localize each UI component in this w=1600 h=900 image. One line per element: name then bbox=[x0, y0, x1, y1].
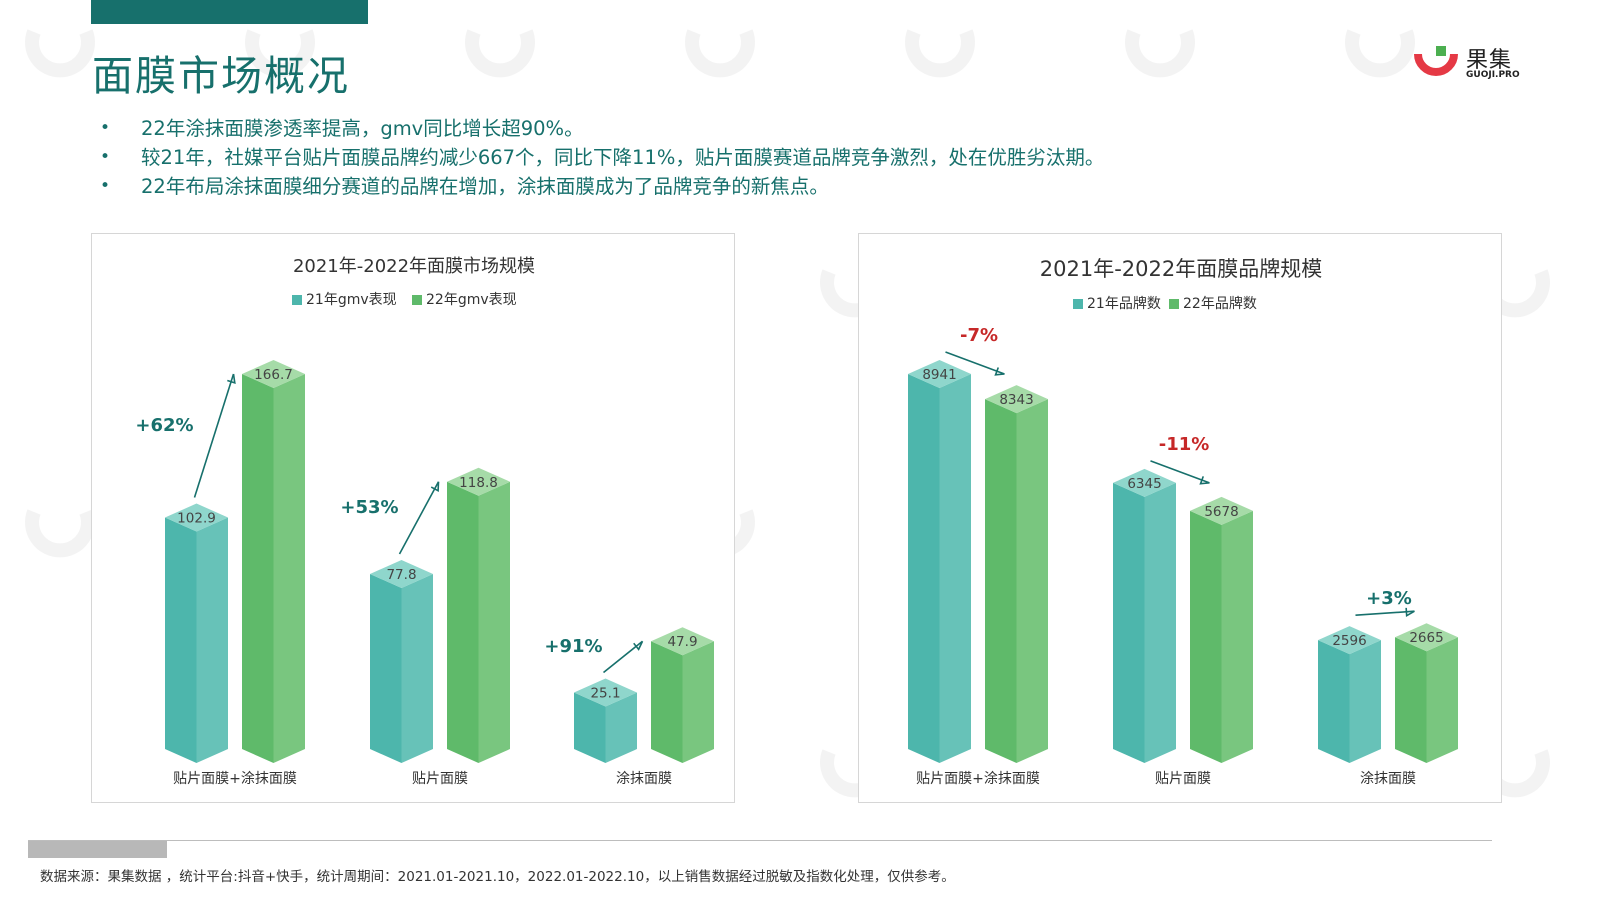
change-arrow-line bbox=[945, 351, 1005, 375]
change-arrow-line bbox=[398, 481, 440, 555]
watermark-mark bbox=[1345, 29, 1415, 78]
change-arrow-head bbox=[227, 373, 236, 385]
change-arrow-head bbox=[1199, 476, 1210, 485]
legend-swatch bbox=[292, 295, 302, 305]
change-label: +62% bbox=[135, 415, 193, 436]
gmv-chart: 2021年-2022年面膜市场规模 21年gmv表现 22年gmv表现 102.9 16… bbox=[135, 256, 714, 787]
bar-0-1-0 bbox=[242, 360, 305, 763]
logo-text: 果集 bbox=[1466, 48, 1513, 73]
bar-value-label: 8941 bbox=[922, 367, 956, 383]
change-arrow-line bbox=[1355, 610, 1415, 617]
bar-1-1-1 bbox=[1190, 496, 1253, 763]
bar-1-0-2 bbox=[1318, 626, 1381, 763]
bar-0-0-1 bbox=[370, 559, 433, 763]
bar-value-label: 2665 bbox=[1409, 630, 1443, 646]
category-label: 涂抹面膜 bbox=[1360, 771, 1416, 787]
bar-1-1-2 bbox=[1395, 623, 1458, 763]
bar-0-0-0 bbox=[165, 503, 228, 763]
chart-title: 2021年-2022年面膜市场规模 bbox=[293, 256, 535, 277]
page-title: 面膜市场概况 bbox=[92, 52, 350, 100]
legend-label: 21年gmv表现 bbox=[306, 292, 397, 308]
category-label: 贴片面膜 bbox=[1155, 771, 1211, 787]
bar-value-label: 102.9 bbox=[177, 511, 216, 527]
change-label: -7% bbox=[960, 325, 998, 346]
legend-swatch bbox=[1073, 299, 1083, 309]
change-arrow-head bbox=[430, 481, 440, 493]
gmv-chart-panel: 2021年-2022年面膜市场规模 21年gmv表现 22年gmv表现 102.9 16… bbox=[91, 233, 735, 803]
change-label: +53% bbox=[340, 497, 398, 518]
change-arrow-head bbox=[633, 640, 644, 651]
bar-1-0-0 bbox=[908, 360, 971, 763]
bar-value-label: 6345 bbox=[1127, 476, 1161, 492]
bar-value-label: 2596 bbox=[1332, 633, 1366, 649]
chart-title: 2021年-2022年面膜品牌规模 bbox=[1040, 257, 1322, 281]
bar-value-label: 25.1 bbox=[590, 686, 620, 702]
brand-chart-panel: 2021年-2022年面膜品牌规模 21年品牌数 22年品牌数 8941 8343 -7%… bbox=[858, 233, 1502, 803]
bar-0-0-2 bbox=[574, 678, 637, 763]
logo-subtext: GUOJI.PRO bbox=[1466, 70, 1520, 80]
brand-logo: 果集 GUOJI.PRO bbox=[1414, 42, 1532, 88]
footer-divider bbox=[28, 840, 1492, 841]
bar-value-label: 118.8 bbox=[459, 475, 498, 491]
top-accent-bar bbox=[91, 0, 368, 24]
footer-tab bbox=[28, 841, 167, 858]
change-label: +3% bbox=[1366, 588, 1412, 609]
category-label: 贴片面膜+涂抹面膜 bbox=[916, 771, 1040, 787]
watermark-mark bbox=[25, 509, 95, 558]
summary-bullets: 22年涂抹面膜渗透率提高，gmv同比增长超90%。 较21年，社媒平台贴片面膜品… bbox=[100, 114, 1104, 201]
watermark-mark bbox=[905, 29, 975, 78]
change-arrow-line bbox=[1150, 460, 1210, 484]
bullet-item: 22年涂抹面膜渗透率提高，gmv同比增长超90%。 bbox=[100, 114, 1104, 143]
bar-0-1-2 bbox=[651, 627, 714, 763]
category-label: 贴片面膜+涂抹面膜 bbox=[173, 771, 297, 787]
bar-value-label: 166.7 bbox=[254, 367, 293, 383]
change-label: -11% bbox=[1159, 434, 1210, 455]
bar-value-label: 47.9 bbox=[667, 634, 697, 650]
change-label: +91% bbox=[544, 636, 602, 657]
watermark-mark bbox=[1125, 29, 1195, 78]
source-footnote: 数据来源：果集数据 ，统计平台:抖音+快手，统计周期间：2021.01-2021… bbox=[40, 869, 955, 885]
guoji-logo-icon bbox=[1414, 46, 1458, 76]
legend-swatch bbox=[412, 295, 422, 305]
legend-swatch bbox=[1169, 299, 1179, 309]
change-arrow-head bbox=[1405, 607, 1415, 618]
bullet-item: 较21年，社媒平台贴片面膜品牌约减少667个，同比下降11%，贴片面膜赛道品牌竞… bbox=[100, 143, 1104, 172]
legend-label: 21年品牌数 bbox=[1087, 295, 1161, 312]
legend-label: 22年品牌数 bbox=[1183, 295, 1257, 312]
brand-count-chart: 2021年-2022年面膜品牌规模 21年品牌数 22年品牌数 8941 8343 -7%… bbox=[908, 257, 1458, 787]
bar-value-label: 77.8 bbox=[386, 567, 416, 583]
change-arrow-head bbox=[994, 367, 1005, 376]
bullet-item: 22年布局涂抹面膜细分赛道的品牌在增加，涂抹面膜成为了品牌竞争的新焦点。 bbox=[100, 172, 1104, 201]
bar-1-1-0 bbox=[985, 385, 1048, 763]
bar-0-1-1 bbox=[447, 467, 510, 763]
legend-label: 22年gmv表现 bbox=[426, 292, 517, 308]
watermark-mark bbox=[465, 29, 535, 78]
watermark-mark bbox=[25, 29, 95, 78]
watermark-mark bbox=[685, 29, 755, 78]
category-label: 涂抹面膜 bbox=[616, 771, 672, 787]
bar-value-label: 8343 bbox=[999, 392, 1033, 408]
change-arrow-line bbox=[193, 373, 235, 498]
bar-value-label: 5678 bbox=[1204, 504, 1238, 520]
category-label: 贴片面膜 bbox=[412, 771, 468, 787]
bar-1-0-1 bbox=[1113, 468, 1176, 763]
